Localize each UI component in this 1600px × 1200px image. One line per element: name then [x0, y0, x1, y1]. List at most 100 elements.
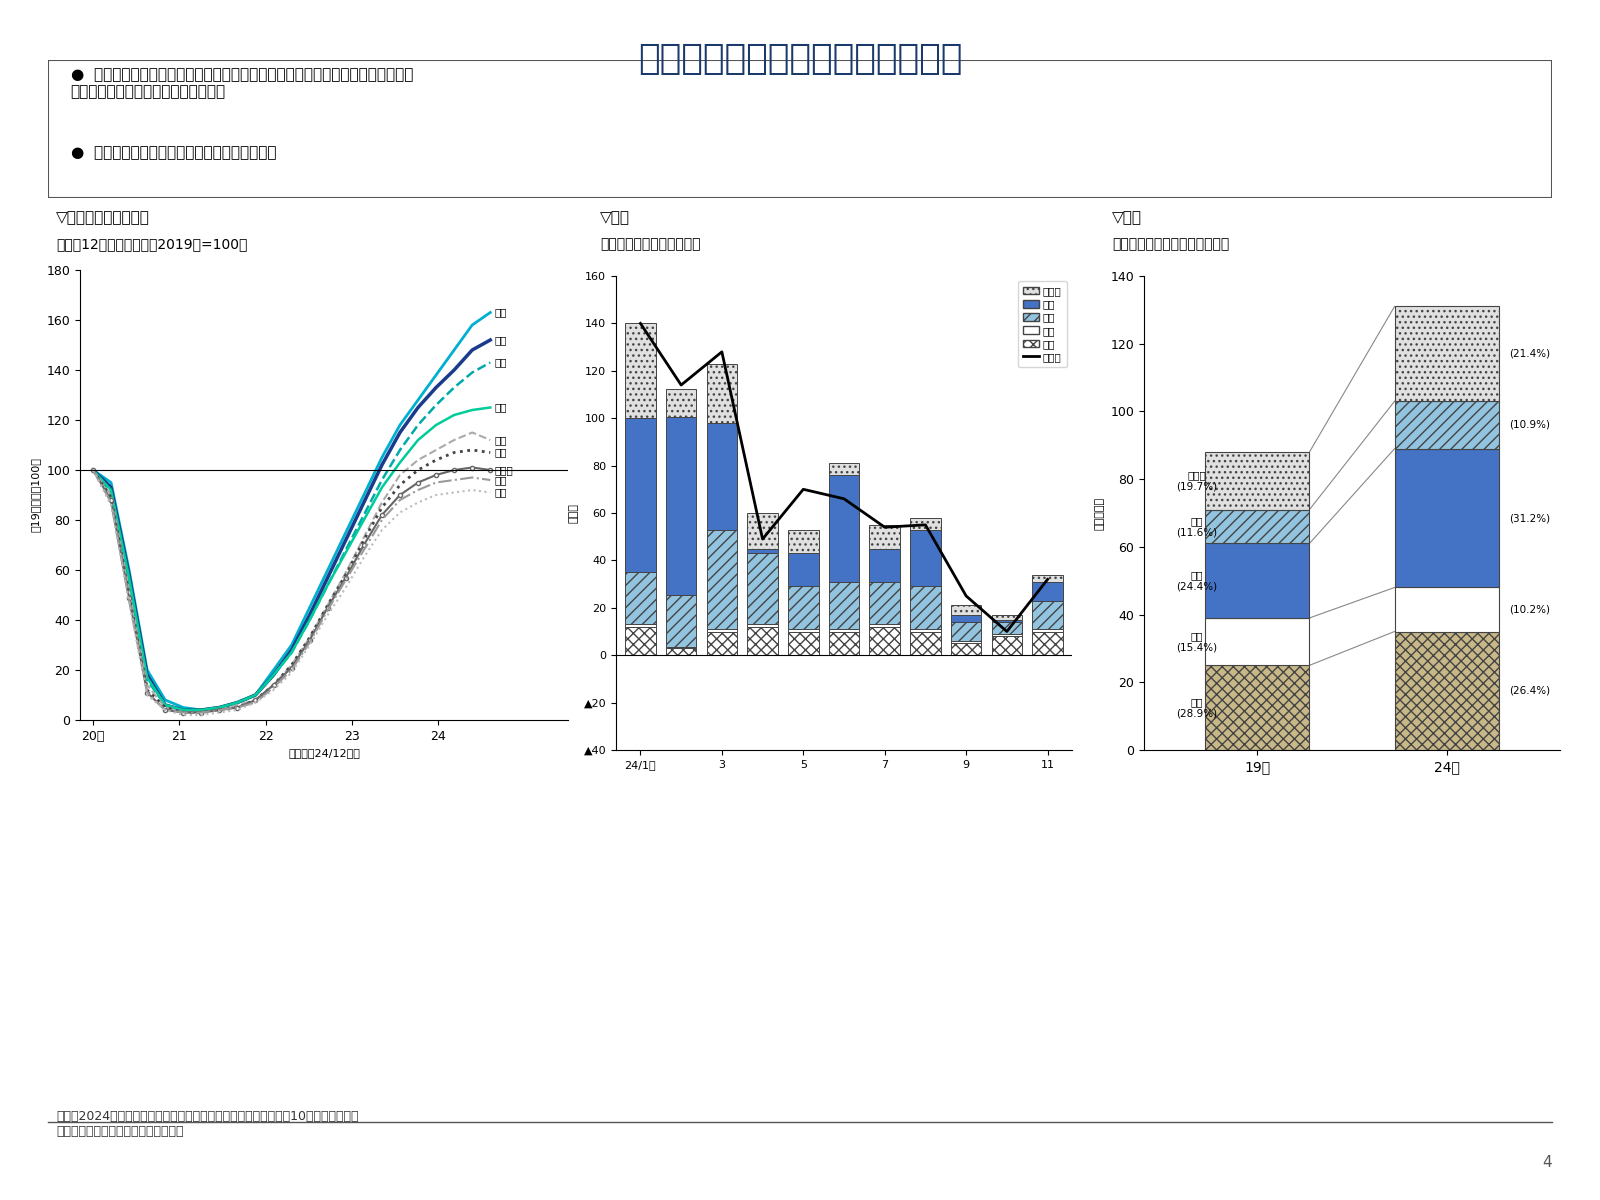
Bar — [666, 418, 696, 595]
Y-axis label: （％）: （％） — [568, 503, 578, 523]
Bar — [747, 514, 778, 548]
Text: 宮崎: 宮崎 — [494, 487, 507, 498]
Text: 全国: 全国 — [494, 358, 507, 367]
Text: ▽外国人延べ宿泊者数: ▽外国人延べ宿泊者数 — [56, 210, 150, 226]
Bar — [910, 587, 941, 629]
Bar — [789, 553, 819, 587]
Bar — [626, 624, 656, 626]
FancyBboxPatch shape — [48, 60, 1552, 198]
Bar — [829, 631, 859, 655]
Text: (31.2%): (31.2%) — [1509, 514, 1550, 523]
Bar — [707, 422, 738, 529]
Text: （注）2024年は速報値。国籍（出身地）別のデータは、従業者数10人以上の施設。
（出所）観光庁「宿泊旅行統計調査」: （注）2024年は速報値。国籍（出身地）別のデータは、従業者数10人以上の施設。… — [56, 1110, 358, 1138]
Bar — [829, 582, 859, 629]
Bar — [707, 529, 738, 629]
Bar — [1032, 575, 1062, 582]
Bar — [950, 622, 981, 641]
Bar — [707, 629, 738, 631]
Text: インバウンド客増加の特徴（１）: インバウンド客増加の特徴（１） — [638, 42, 962, 76]
Text: ＜後方12か月移動平均、2019年=100＞: ＜後方12か月移動平均、2019年=100＞ — [56, 238, 248, 251]
Bar — [910, 631, 941, 655]
Text: その他
(19.7%): その他 (19.7%) — [1176, 470, 1218, 492]
Text: 台湾
(24.4%): 台湾 (24.4%) — [1176, 570, 1218, 592]
Bar — [707, 364, 738, 422]
Bar — [910, 529, 941, 587]
Bar — [869, 524, 899, 548]
Bar — [789, 529, 819, 553]
Text: (26.4%): (26.4%) — [1509, 685, 1550, 696]
Bar — [626, 324, 656, 419]
Bar — [1205, 665, 1309, 750]
Bar — [910, 629, 941, 631]
Bar — [1032, 601, 1062, 629]
Bar — [910, 517, 941, 529]
Bar — [1395, 588, 1499, 631]
Bar — [747, 553, 778, 624]
Bar — [1395, 401, 1499, 449]
Bar — [789, 631, 819, 655]
Bar — [950, 614, 981, 622]
Text: (10.2%): (10.2%) — [1509, 605, 1550, 614]
Text: 鹿児島: 鹿児島 — [494, 464, 514, 475]
Bar — [1205, 618, 1309, 665]
Text: ●  コロナ前と比較すると、台湾の増加が顕著。: ● コロナ前と比較すると、台湾の増加が顕著。 — [70, 145, 277, 161]
Bar — [626, 572, 656, 624]
Text: (21.4%): (21.4%) — [1509, 349, 1550, 359]
Bar — [789, 587, 819, 629]
Text: ＜熊本県、カッコ内は構成比＞: ＜熊本県、カッコ内は構成比＞ — [1112, 238, 1229, 251]
Text: ▽同左: ▽同左 — [1112, 210, 1142, 226]
Bar — [626, 419, 656, 572]
Text: ▽同左: ▽同左 — [600, 210, 630, 226]
Bar — [950, 641, 981, 643]
Bar — [1032, 582, 1062, 601]
Bar — [869, 548, 899, 582]
Y-axis label: （19年平均＝100）: （19年平均＝100） — [30, 457, 42, 533]
Legend: その他, 台湾, 香港, 中国, 韓国, 前年比: その他, 台湾, 香港, 中国, 韓国, 前年比 — [1018, 281, 1067, 367]
Bar — [869, 624, 899, 626]
Bar — [747, 548, 778, 553]
Bar — [869, 582, 899, 624]
Text: (10.9%): (10.9%) — [1509, 420, 1550, 430]
Bar — [829, 463, 859, 475]
Text: ●  外国人延べ宿泊者数の水準をみると、熊本県は、全国や九州（除く福岡県）と
　比べて速いペースで回復している。: ● 外国人延べ宿泊者数の水準をみると、熊本県は、全国や九州（除く福岡県）と 比べ… — [70, 67, 413, 100]
Bar — [992, 614, 1022, 619]
Bar — [1032, 629, 1062, 631]
Text: 中国
(15.4%): 中国 (15.4%) — [1176, 631, 1218, 653]
Bar — [1395, 449, 1499, 588]
Bar — [869, 626, 899, 655]
Text: ＜熊本県、前年比寄与度＞: ＜熊本県、前年比寄与度＞ — [600, 238, 701, 251]
Bar — [626, 626, 656, 655]
Bar — [992, 619, 1022, 622]
Bar — [666, 595, 696, 647]
Bar — [829, 475, 859, 582]
Bar — [747, 624, 778, 626]
Bar — [1205, 510, 1309, 544]
Bar — [747, 626, 778, 655]
Bar — [992, 636, 1022, 655]
Text: 香港
(11.6%): 香港 (11.6%) — [1176, 516, 1218, 538]
Bar — [789, 629, 819, 631]
Bar — [829, 629, 859, 631]
Text: 福岡: 福岡 — [494, 307, 507, 318]
Text: 4: 4 — [1542, 1154, 1552, 1170]
Bar — [1205, 452, 1309, 510]
Bar — [1395, 631, 1499, 750]
Bar — [666, 389, 696, 418]
Bar — [992, 622, 1022, 634]
Bar — [1205, 544, 1309, 618]
Y-axis label: （万人泊）: （万人泊） — [1094, 497, 1106, 529]
Text: 沖縄: 沖縄 — [494, 434, 507, 445]
Text: 長崎: 長崎 — [494, 448, 507, 457]
Bar — [950, 643, 981, 655]
Text: 熊本: 熊本 — [494, 335, 507, 346]
Bar — [1032, 631, 1062, 655]
Text: 韓国
(28.9%): 韓国 (28.9%) — [1176, 697, 1218, 719]
Bar — [1395, 306, 1499, 401]
X-axis label: （直近：24/12月）: （直近：24/12月） — [288, 749, 360, 758]
Bar — [666, 648, 696, 655]
Text: 佐賀: 佐賀 — [494, 475, 507, 485]
Bar — [707, 631, 738, 655]
Text: 大分: 大分 — [494, 402, 507, 413]
Bar — [992, 634, 1022, 636]
Bar — [950, 606, 981, 614]
